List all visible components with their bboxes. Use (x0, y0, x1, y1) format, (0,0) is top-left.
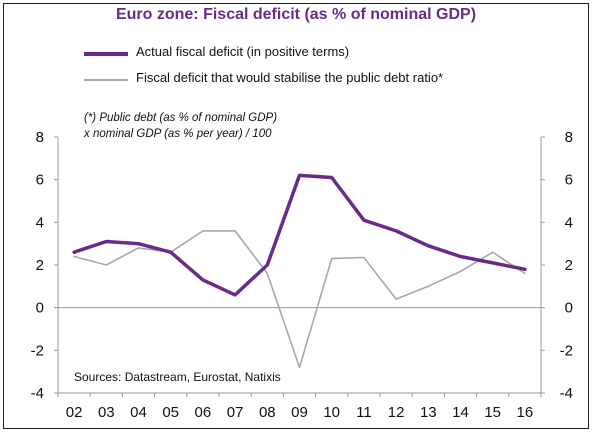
legend-swatch-stabilising (84, 79, 128, 81)
y-tick-label-left: -4 (31, 385, 44, 402)
y-tick-label-right: 2 (565, 257, 573, 274)
x-tick-label: 12 (388, 404, 405, 421)
x-tick-label: 13 (420, 404, 437, 421)
legend-swatch-actual (84, 52, 128, 56)
x-tick-label: 16 (517, 404, 534, 421)
x-tick-label: 05 (162, 404, 179, 421)
y-tick-label-left: -2 (31, 342, 44, 359)
x-tick-label: 06 (195, 404, 212, 421)
x-tick-label: 15 (484, 404, 501, 421)
chart-title: Euro zone: Fiscal deficit (as % of nomin… (115, 6, 477, 23)
x-tick-label: 08 (259, 404, 276, 421)
series-line-stabilising-deficit (73, 230, 526, 369)
y-tick-label-right: 8 (565, 129, 573, 146)
y-tick-label-right: 6 (565, 172, 573, 189)
legend-label-actual: Actual fiscal deficit (in positive terms… (136, 44, 350, 59)
x-tick-label: 04 (130, 404, 147, 421)
x-tick-label: 07 (227, 404, 244, 421)
chart-source: Sources: Datastream, Eurostat, Natixis (74, 370, 281, 384)
y-tick-label-left: 4 (36, 214, 44, 231)
x-tick-label: 10 (323, 404, 340, 421)
y-tick-label-right: -2 (560, 342, 573, 359)
y-tick-label-left: 2 (36, 257, 44, 274)
annotation-line-2: x nominal GDP (as % per year) / 100 (84, 128, 272, 140)
x-tick-label: 09 (291, 404, 308, 421)
chart-frame (3, 3, 589, 429)
y-tick-label-left: 6 (36, 172, 44, 189)
y-tick-label-right: 4 (565, 214, 573, 231)
annotation-line-1: (*) Public debt (as % of nominal GDP) (84, 112, 278, 124)
y-tick-label-right: -4 (560, 385, 573, 402)
y-tick-label-right: 0 (565, 300, 573, 317)
series-line-actual-deficit (72, 173, 527, 297)
y-tick-label-left: 0 (36, 300, 44, 317)
x-tick-label: 14 (452, 404, 469, 421)
y-tick-label-left: 8 (36, 129, 44, 146)
legend-label-stabilising: Fiscal deficit that would stabilise the … (136, 70, 444, 85)
x-tick-label: 03 (98, 404, 115, 421)
x-tick-label: 02 (66, 404, 83, 421)
x-tick-label: 11 (356, 404, 372, 421)
